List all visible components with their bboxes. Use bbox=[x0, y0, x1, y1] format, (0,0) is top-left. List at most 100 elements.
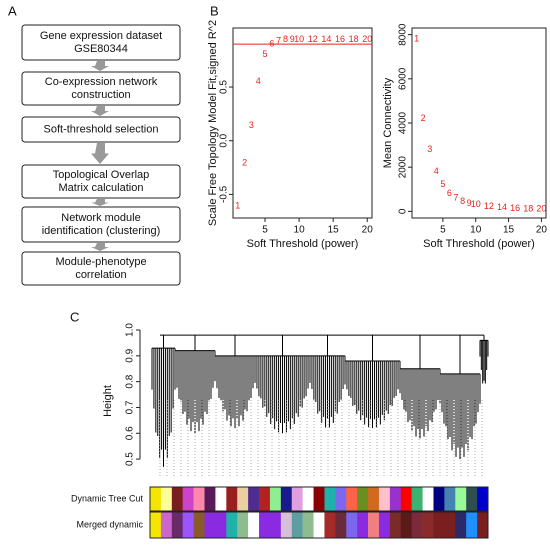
module-color bbox=[226, 487, 238, 511]
module-color bbox=[368, 487, 380, 511]
point-label: 14 bbox=[497, 202, 507, 212]
point-label: 9 bbox=[467, 198, 472, 208]
module-color bbox=[411, 487, 423, 511]
module-color bbox=[455, 512, 467, 538]
module-color bbox=[357, 512, 369, 538]
flow-arrow bbox=[91, 243, 109, 251]
module-color bbox=[389, 512, 402, 538]
y-tick-label: -0.5 bbox=[219, 185, 230, 203]
y-tick-label: 6000 bbox=[398, 67, 409, 90]
module-color bbox=[346, 512, 358, 538]
flow-box bbox=[21, 71, 181, 106]
module-color bbox=[411, 512, 423, 538]
point-label: 20 bbox=[362, 34, 372, 44]
y-tick-label: 0.5 bbox=[125, 452, 136, 466]
flow-box bbox=[21, 206, 181, 243]
module-color bbox=[466, 487, 478, 511]
module-color bbox=[226, 512, 238, 538]
module-color bbox=[204, 487, 216, 511]
y-tick-label: 0.9 bbox=[125, 348, 136, 362]
flow-text: construction bbox=[71, 89, 130, 101]
module-color bbox=[378, 512, 391, 538]
point-label: 8 bbox=[283, 34, 288, 44]
flow-arrow bbox=[91, 199, 109, 206]
module-color bbox=[291, 512, 303, 538]
flow-box bbox=[21, 251, 181, 286]
module-color bbox=[182, 487, 194, 511]
module-color bbox=[160, 487, 173, 511]
module-color bbox=[335, 512, 347, 538]
point-label: 6 bbox=[269, 38, 274, 48]
y-tick-label: 0 bbox=[398, 208, 409, 214]
point-label: 16 bbox=[335, 34, 345, 44]
color-row-label: Merged dynamic bbox=[76, 519, 143, 529]
module-color bbox=[215, 512, 227, 538]
x-tick-label: 15 bbox=[503, 225, 515, 236]
x-tick-label: 5 bbox=[262, 225, 268, 236]
module-color bbox=[400, 512, 412, 538]
module-color bbox=[280, 512, 293, 538]
flow-arrow bbox=[91, 143, 109, 164]
point-label: 14 bbox=[321, 34, 331, 44]
y-tick-label: 8000 bbox=[398, 23, 409, 46]
flow-text: Soft-threshold selection bbox=[44, 123, 159, 135]
y-tick-label: 0.7 bbox=[125, 400, 136, 414]
module-color bbox=[335, 487, 347, 511]
flow-box bbox=[21, 24, 181, 61]
module-color bbox=[150, 512, 162, 538]
point-label: 3 bbox=[249, 120, 254, 130]
flow-text: GSE80344 bbox=[74, 43, 128, 55]
y-tick-label: 4000 bbox=[398, 111, 409, 134]
cluster-branch bbox=[214, 335, 256, 429]
y-tick-label: 0.6 bbox=[125, 426, 136, 440]
module-color bbox=[324, 487, 336, 511]
point-label: 10 bbox=[471, 199, 481, 209]
plot-frame bbox=[411, 27, 547, 219]
y-axis-label: Mean Connectivity bbox=[382, 77, 394, 168]
point-label: 6 bbox=[447, 188, 452, 198]
point-label: 12 bbox=[484, 201, 494, 211]
flow-text: Co-expression network bbox=[45, 76, 158, 88]
flow-text: Gene expression dataset bbox=[40, 30, 162, 42]
y-axis-label: Height bbox=[102, 385, 114, 417]
point-label: 5 bbox=[440, 179, 445, 189]
cluster-branch bbox=[151, 335, 176, 467]
point-label: 20 bbox=[536, 204, 546, 214]
flow-text: Topological Overlap bbox=[53, 169, 150, 181]
point-label: 18 bbox=[523, 203, 533, 213]
module-color bbox=[433, 487, 445, 511]
point-label: 8 bbox=[460, 196, 465, 206]
module-color bbox=[477, 487, 489, 511]
module-color bbox=[444, 487, 456, 511]
x-tick-label: 5 bbox=[440, 225, 446, 236]
module-color bbox=[302, 512, 314, 538]
point-label: 5 bbox=[263, 49, 268, 59]
x-tick-label: 10 bbox=[294, 225, 306, 236]
y-tick-label: 0.5 bbox=[219, 80, 230, 94]
flow-text: Module-phenotype bbox=[55, 256, 146, 268]
module-color bbox=[182, 512, 194, 538]
point-label: 12 bbox=[308, 34, 318, 44]
point-label: 4 bbox=[256, 76, 261, 86]
cluster-branch bbox=[254, 335, 311, 434]
module-color bbox=[389, 487, 402, 511]
module-color bbox=[215, 487, 227, 511]
module-color bbox=[171, 512, 184, 538]
x-axis-label: Soft Threshold (power) bbox=[423, 238, 535, 250]
module-color bbox=[422, 512, 434, 538]
x-axis-label: Soft Threshold (power) bbox=[247, 238, 359, 250]
flow-box bbox=[21, 164, 181, 199]
point-label: 4 bbox=[434, 166, 439, 176]
module-color bbox=[237, 512, 249, 538]
point-label: 7 bbox=[276, 35, 281, 45]
flow-arrow bbox=[91, 106, 109, 116]
module-color bbox=[346, 487, 358, 511]
module-color bbox=[433, 512, 445, 538]
module-color bbox=[171, 487, 184, 511]
color-row-label: Dynamic Tree Cut bbox=[71, 493, 144, 503]
module-color bbox=[302, 487, 314, 511]
module-color bbox=[444, 512, 456, 538]
module-color bbox=[455, 487, 467, 511]
module-color bbox=[422, 487, 434, 511]
